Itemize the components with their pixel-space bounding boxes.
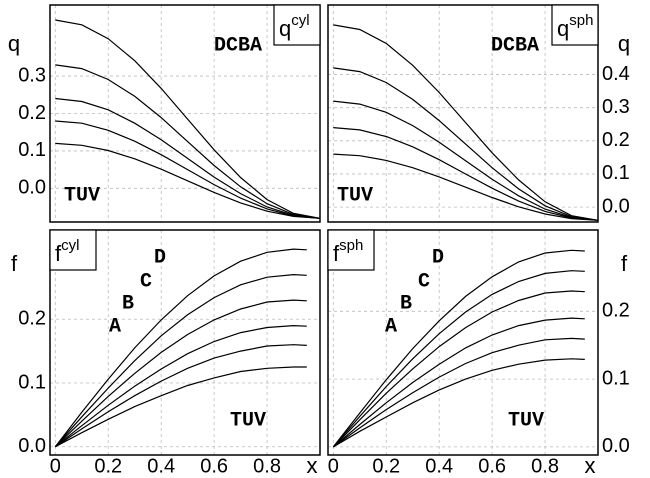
- y-axis-label: f: [621, 251, 628, 276]
- curve-annotation: TUV: [337, 184, 373, 207]
- curve-annotation: TUV: [64, 184, 100, 207]
- y-tick-label: 0.1: [18, 371, 46, 393]
- panel-label-box: [273, 4, 321, 46]
- curve: [333, 24, 599, 221]
- panel-label: fsph: [333, 237, 363, 266]
- y-tick-label: 0.1: [602, 162, 630, 184]
- curve: [333, 67, 599, 221]
- curve: [332, 270, 585, 448]
- y-tick-label: 0.4: [602, 63, 630, 85]
- panel-label-base: f: [55, 241, 62, 266]
- x-tick-label: 0.6: [478, 455, 506, 477]
- curve: [333, 100, 599, 221]
- y-tick-label: 0.1: [602, 367, 630, 389]
- curve-annotation: A: [385, 315, 397, 338]
- y-tick-label: 0.2: [18, 102, 46, 124]
- x-tick-label: 0: [328, 455, 339, 477]
- curve: [55, 19, 321, 219]
- panel-label-sup: sph: [569, 12, 593, 29]
- curve: [55, 64, 321, 219]
- curve-annotation: B: [122, 292, 134, 315]
- x-tick-label: 0.6: [200, 455, 228, 477]
- curve-annotation: A: [109, 315, 121, 338]
- plot-frame: [49, 229, 321, 456]
- panel-label-sup: cyl: [61, 237, 79, 254]
- y-tick-label: 0.2: [602, 129, 630, 151]
- x-tick-label: 0.4: [425, 455, 453, 477]
- curve-annotation: DCBA: [491, 34, 539, 57]
- panel-label-base: f: [333, 241, 340, 266]
- curve: [332, 249, 585, 448]
- curve: [54, 344, 307, 448]
- plot-frame: [327, 4, 599, 223]
- y-tick-label: 0.1: [18, 139, 46, 161]
- y-tick-label: 0.2: [18, 308, 46, 330]
- x-tick-label: 0.4: [147, 455, 175, 477]
- curve-annotation: B: [400, 292, 412, 315]
- y-tick-label: 0.0: [18, 177, 46, 199]
- panel-label: qsph: [557, 12, 593, 41]
- x-axis-label: x: [585, 453, 596, 478]
- y-tick-label: 0.0: [18, 435, 46, 457]
- plot-frame: [49, 4, 321, 223]
- curve-annotation: C: [418, 270, 430, 293]
- x-tick-label: 0: [50, 455, 61, 477]
- curve: [55, 120, 321, 219]
- panel-label: qcyl: [279, 12, 310, 41]
- panel-label-box: [49, 229, 97, 271]
- y-tick-label: 0.0: [602, 195, 630, 217]
- curve-annotation: C: [140, 270, 152, 293]
- curve: [54, 248, 307, 448]
- curve-annotation: TUV: [230, 409, 266, 432]
- curve: [54, 299, 307, 448]
- y-tick-label: 0.3: [18, 64, 46, 86]
- y-tick-label: 0.2: [602, 300, 630, 322]
- curve-annotation: TUV: [508, 409, 544, 432]
- panel-label-base: q: [557, 16, 569, 41]
- curve-annotation: DCBA: [214, 34, 262, 57]
- x-axis-label: x: [307, 453, 318, 478]
- curve: [332, 290, 585, 448]
- curve: [54, 324, 307, 448]
- curve-annotation: D: [432, 246, 444, 269]
- y-axis-label: q: [8, 31, 20, 56]
- panel-label-sup: sph: [339, 237, 363, 254]
- curve: [333, 127, 599, 221]
- panel-label-base: q: [279, 16, 291, 41]
- curve: [55, 366, 307, 448]
- y-axis-label: f: [11, 251, 18, 276]
- panel-label-box: [327, 229, 375, 271]
- curve: [332, 337, 585, 448]
- curve: [332, 317, 585, 448]
- y-axis-label: q: [618, 31, 630, 56]
- x-tick-label: 0.8: [531, 455, 559, 477]
- curve: [55, 142, 321, 219]
- plot-frame: [327, 229, 599, 456]
- x-tick-label: 0.2: [94, 455, 122, 477]
- curve: [332, 358, 585, 448]
- curve-annotation: D: [154, 246, 166, 269]
- y-tick-label: 0.3: [602, 96, 630, 118]
- panel-label: fcyl: [55, 237, 79, 266]
- x-tick-label: 0.2: [372, 455, 400, 477]
- curve: [55, 97, 321, 219]
- y-tick-label: 0.0: [602, 435, 630, 457]
- curve: [333, 153, 599, 221]
- curve: [54, 273, 307, 448]
- panel-label-sup: cyl: [291, 12, 309, 29]
- panel-label-box: [551, 4, 599, 46]
- x-tick-label: 0.8: [253, 455, 281, 477]
